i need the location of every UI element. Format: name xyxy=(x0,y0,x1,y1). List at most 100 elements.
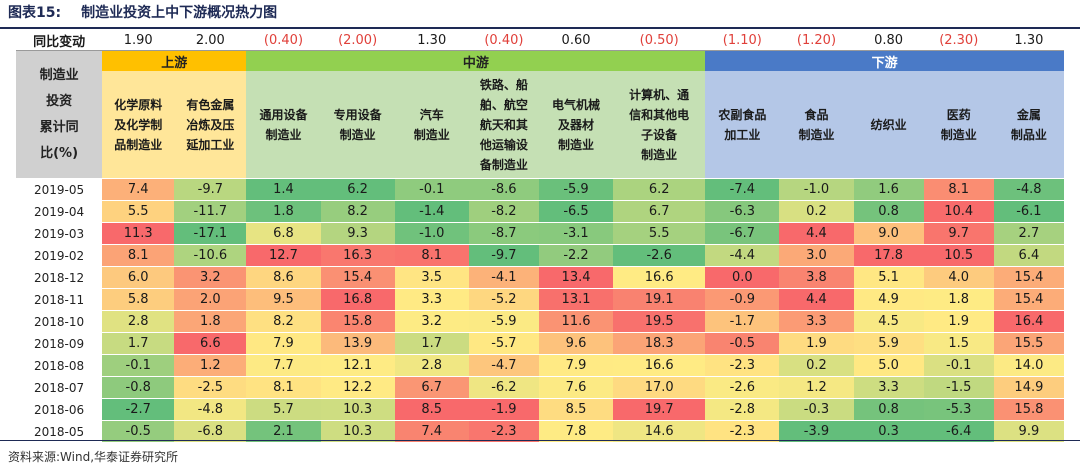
column-header-line: 延加工业 xyxy=(186,137,235,152)
heat-cell: 3.5 xyxy=(394,266,469,289)
heat-cell: 5.5 xyxy=(613,222,706,245)
heat-cell: -9.7 xyxy=(174,178,247,201)
column-header: 金属 制品业 xyxy=(993,71,1064,179)
heat-cell: -1.4 xyxy=(394,200,469,223)
heat-cell: 0.2 xyxy=(779,354,854,377)
figure-title-text: 制造业投资上中下游概况热力图 xyxy=(81,5,278,21)
heat-cell: -4.4 xyxy=(705,244,780,267)
heat-cell: -6.8 xyxy=(174,420,247,442)
heat-cell: 4.0 xyxy=(923,266,994,289)
heat-cell: 5.5 xyxy=(102,200,175,223)
change-value: (2.00) xyxy=(320,31,395,51)
heat-cell: 9.6 xyxy=(538,332,614,355)
heat-cell: -4.1 xyxy=(468,266,539,289)
corner-label-line: 制造业 xyxy=(39,67,79,83)
row-date: 2019-02 xyxy=(16,244,103,267)
heat-cell: 4.4 xyxy=(779,288,854,311)
heat-cell: -2.2 xyxy=(538,244,614,267)
change-row-label: 同比变动 xyxy=(16,31,103,51)
heat-cell: 4.4 xyxy=(779,222,854,245)
heat-cell: -6.1 xyxy=(993,200,1064,223)
column-header-line: 制造业 xyxy=(940,127,977,142)
column-header-line: 计算机、通 xyxy=(629,87,690,102)
column-header-line: 冶炼及压 xyxy=(186,117,235,132)
heat-cell: 3.2 xyxy=(174,266,247,289)
column-header-line: 纺织业 xyxy=(870,117,907,132)
heat-cell: 6.7 xyxy=(613,200,706,223)
column-header-line: 制品业 xyxy=(1010,127,1047,142)
heat-cell: 8.1 xyxy=(246,376,321,399)
heat-cell: -8.7 xyxy=(468,222,539,245)
heat-cell: 8.5 xyxy=(394,398,469,421)
column-header-line: 信和其他电 xyxy=(629,107,690,122)
change-row: 同比变动 1.90 2.00 (0.40) (2.00) 1.30 (0.40) 0.60 (0… xyxy=(16,31,1064,51)
heat-cell: 11.6 xyxy=(538,310,614,333)
heat-cell: -6.4 xyxy=(923,420,994,442)
heat-cell: -2.8 xyxy=(705,398,780,421)
heat-cell: -5.9 xyxy=(468,310,539,333)
heat-cell: 8.2 xyxy=(320,200,395,223)
data-row: 2019-03 11.3 -17.1 6.8 9.3 -1.0 -8.7 -3.1 5.5 -6.… xyxy=(16,222,1064,245)
heat-cell: -3.1 xyxy=(538,222,614,245)
heat-cell: 12.2 xyxy=(320,376,395,399)
heat-cell: 3.3 xyxy=(853,376,924,399)
heat-cell: 0.8 xyxy=(853,398,924,421)
data-row: 2018-12 6.0 3.2 8.6 15.4 3.5 -4.1 13.4 16.6 0.0 3.… xyxy=(16,266,1064,289)
heat-cell: -0.1 xyxy=(394,178,469,201)
row-date: 2018-05 xyxy=(16,420,103,442)
heat-cell: 7.6 xyxy=(538,376,614,399)
column-header-line: 制造业 xyxy=(339,127,376,142)
column-header: 铁路、船 舶、航空 航天和其 他运输设 备制造业 xyxy=(468,71,539,179)
heat-cell: -2.6 xyxy=(613,244,706,267)
data-row: 2018-11 5.8 2.0 9.5 16.8 3.3 -5.2 13.1 19.1 -0.9 4… xyxy=(16,288,1064,311)
heat-cell: -1.9 xyxy=(468,398,539,421)
column-header-line: 食品 xyxy=(804,107,829,122)
data-row: 2018-08 -0.1 1.2 7.7 12.1 2.8 -4.7 7.9 16.6 -2.3 0… xyxy=(16,354,1064,377)
heat-cell: 5.7 xyxy=(246,398,321,421)
group-header: 上游 xyxy=(102,50,247,71)
change-value: 1.30 xyxy=(394,31,469,51)
heat-cell: 11.3 xyxy=(102,222,175,245)
heat-cell: 1.8 xyxy=(174,310,247,333)
heat-cell: 9.9 xyxy=(993,420,1064,442)
heat-cell: -6.3 xyxy=(705,200,780,223)
heat-cell: -0.9 xyxy=(705,288,780,311)
heat-cell: 14.0 xyxy=(993,354,1064,377)
heat-cell: 1.5 xyxy=(923,332,994,355)
row-date: 2018-10 xyxy=(16,310,103,333)
column-header: 化学原料 及化学制 品制造业 xyxy=(102,71,175,179)
heat-cell: 0.0 xyxy=(705,266,780,289)
heat-cell: 19.7 xyxy=(613,398,706,421)
heat-cell: 3.3 xyxy=(394,288,469,311)
row-date: 2018-08 xyxy=(16,354,103,377)
change-value: (0.40) xyxy=(246,31,321,51)
heat-cell: 3.0 xyxy=(779,244,854,267)
heat-cell: -2.3 xyxy=(705,354,780,377)
row-date: 2018-12 xyxy=(16,266,103,289)
heat-cell: 0.2 xyxy=(779,200,854,223)
heat-cell: 5.9 xyxy=(853,332,924,355)
heat-cell: 9.0 xyxy=(853,222,924,245)
heat-cell: -1.5 xyxy=(923,376,994,399)
column-header-line: 舶、航空 xyxy=(479,97,528,112)
change-value: (2.30) xyxy=(923,31,994,51)
heat-cell: 10.4 xyxy=(923,200,994,223)
source-note: 资料来源:Wind,华泰证券研究所 xyxy=(8,450,179,464)
column-header-line: 子设备 xyxy=(641,127,678,142)
column-header-line: 制造业 xyxy=(558,137,595,152)
heat-cell: 17.0 xyxy=(613,376,706,399)
column-header: 农副食品 加工业 xyxy=(705,71,780,179)
heat-cell: 8.1 xyxy=(102,244,175,267)
figure-number: 图表15: xyxy=(8,5,62,21)
heat-cell: 13.4 xyxy=(538,266,614,289)
heat-cell: -8.2 xyxy=(468,200,539,223)
heat-cell: 12.1 xyxy=(320,354,395,377)
heat-cell: 8.5 xyxy=(538,398,614,421)
heat-cell: -2.3 xyxy=(468,420,539,442)
heat-cell: 7.9 xyxy=(246,332,321,355)
row-date: 2018-07 xyxy=(16,376,103,399)
heat-cell: -10.6 xyxy=(174,244,247,267)
heat-cell: 1.2 xyxy=(174,354,247,377)
heat-cell: 3.3 xyxy=(779,310,854,333)
heat-cell: 7.8 xyxy=(538,420,614,442)
